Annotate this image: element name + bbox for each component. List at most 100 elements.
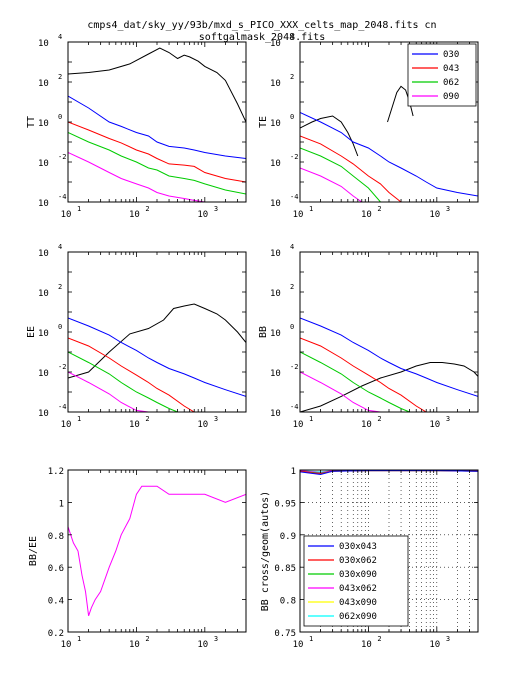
x-tick-exp: 3 <box>446 205 450 213</box>
y-tick-label: 10 <box>270 409 281 419</box>
x-tick-label: 10 <box>361 640 372 650</box>
y-tick-exp: -2 <box>290 153 298 161</box>
y-tick-exp: 4 <box>58 33 62 41</box>
x-tick-label: 10 <box>429 420 440 430</box>
y-tick-exp: 2 <box>58 283 62 291</box>
x-tick-exp: 2 <box>145 635 149 643</box>
x-tick-label: 10 <box>429 210 440 220</box>
legend-box <box>407 43 477 107</box>
y-tick-label: 10 <box>38 369 49 379</box>
series-line-043 <box>300 337 427 412</box>
y-tick-exp: 2 <box>58 73 62 81</box>
y-tick-label: 0.75 <box>274 629 296 639</box>
y-axis-label: EE <box>26 326 37 338</box>
series-line-043 <box>68 121 246 183</box>
x-tick-label: 10 <box>197 210 208 220</box>
y-tick-exp: 0 <box>290 323 294 331</box>
y-axis-label: BB/EE <box>28 536 39 566</box>
legend-label-030: 030 <box>443 50 459 60</box>
x-tick-exp: 1 <box>77 635 81 643</box>
x-tick-exp: 1 <box>309 415 313 423</box>
x-tick-label: 10 <box>197 420 208 430</box>
series-line-030 <box>68 317 246 397</box>
series-line-062 <box>68 351 178 412</box>
y-tick-label: 10 <box>270 369 281 379</box>
y-tick-label: 10 <box>38 409 49 419</box>
figure-title-line2: softgalmask_2048.fits <box>199 32 325 43</box>
y-axis-label: TT <box>26 116 37 128</box>
series-line-043 <box>68 337 195 412</box>
x-axis: 10 1 10 2 10 3 <box>61 252 247 430</box>
legend-label-043x062: 043x062 <box>339 584 377 594</box>
reference-line <box>300 362 478 412</box>
panel-3: 10 1 10 2 10 3 10 -4 10 -2 10 0 10 2 10 4 BB <box>258 243 479 430</box>
x-tick-label: 10 <box>129 640 140 650</box>
series-line-030 <box>300 112 478 197</box>
x-axis: 10 1 10 2 10 3 <box>293 252 479 430</box>
legend-label-030x062: 030x062 <box>339 556 377 566</box>
y-tick-exp: 0 <box>290 113 294 121</box>
y-tick-exp: -2 <box>58 363 66 371</box>
x-tick-exp: 1 <box>77 205 81 213</box>
panel-2: 10 1 10 2 10 3 10 -4 10 -2 10 0 10 2 10 4 EE <box>26 243 247 430</box>
y-tick-label: 10 <box>38 119 49 129</box>
panels-group: 10110210310-410-2100102104TT10110210310-… <box>26 33 479 650</box>
x-tick-label: 10 <box>293 210 304 220</box>
legend-label-090: 090 <box>443 92 459 102</box>
series-line-062 <box>300 351 410 412</box>
y-tick-exp: 2 <box>290 283 294 291</box>
y-tick-label: 0.95 <box>274 499 296 509</box>
x-tick-label: 10 <box>293 420 304 430</box>
y-tick-label: 0.2 <box>48 629 64 639</box>
y-tick-exp: -2 <box>58 153 66 161</box>
x-tick-label: 10 <box>61 210 72 220</box>
panel-0: 10 1 10 2 10 3 10 -4 10 -2 10 0 10 2 10 4 TT <box>26 33 247 220</box>
series-line-062 <box>300 147 381 202</box>
data-lines <box>300 317 478 412</box>
x-tick-label: 10 <box>129 210 140 220</box>
series-line-043 <box>300 135 402 202</box>
y-tick-label: 10 <box>38 159 49 169</box>
y-tick-label: 10 <box>38 289 49 299</box>
y-tick-label: 10 <box>38 199 49 209</box>
legend-label-030x043: 030x043 <box>339 542 377 552</box>
x-tick-exp: 3 <box>214 635 218 643</box>
x-tick-label: 10 <box>197 640 208 650</box>
y-tick-exp: 2 <box>290 73 294 81</box>
y-tick-label: 10 <box>270 79 281 89</box>
series-line-090 <box>68 371 149 412</box>
series-line-090 <box>300 167 363 202</box>
y-tick-label: 10 <box>270 39 281 49</box>
data-lines <box>68 303 246 412</box>
y-tick-label: 10 <box>270 249 281 259</box>
series-line-090 <box>300 371 381 412</box>
y-tick-label: 0.6 <box>48 564 64 574</box>
axes-frame <box>67 41 247 203</box>
x-tick-exp: 2 <box>377 205 381 213</box>
x-tick-label: 10 <box>61 640 72 650</box>
y-tick-label: 10 <box>270 199 281 209</box>
y-tick-exp: -4 <box>58 193 66 201</box>
y-tick-label: 10 <box>270 289 281 299</box>
y-tick-exp: 4 <box>290 33 294 41</box>
legend: 030x043 030x062 030x090 043x062 043x090 062x0… <box>303 535 409 627</box>
x-tick-label: 10 <box>361 420 372 430</box>
x-tick-exp: 3 <box>446 415 450 423</box>
x-tick-label: 10 <box>361 210 372 220</box>
y-tick-label: 10 <box>38 79 49 89</box>
y-tick-label: 10 <box>270 329 281 339</box>
x-tick-exp: 1 <box>77 415 81 423</box>
axes-frame <box>67 469 247 633</box>
x-tick-label: 10 <box>293 640 304 650</box>
y-tick-label: 1 <box>59 499 64 509</box>
y-tick-exp: 0 <box>58 113 62 121</box>
panel-1: 10 1 10 2 10 3 10 -4 10 -2 10 0 10 2 10 4 TE 030 043 062 090 <box>258 33 479 220</box>
y-tick-exp: -2 <box>290 363 298 371</box>
y-axis: 0.2 0.4 0.6 0.8 1 1.2 <box>48 467 246 639</box>
series-line-090 <box>68 485 246 616</box>
y-tick-exp: -4 <box>58 403 66 411</box>
y-tick-label: 1 <box>291 467 296 477</box>
y-tick-label: 10 <box>270 159 281 169</box>
figure-title-line1: cmps4_dat/sky_yy/93b/mxd_s_PICO_XXX_celt… <box>87 20 436 31</box>
y-tick-exp: -4 <box>290 193 298 201</box>
